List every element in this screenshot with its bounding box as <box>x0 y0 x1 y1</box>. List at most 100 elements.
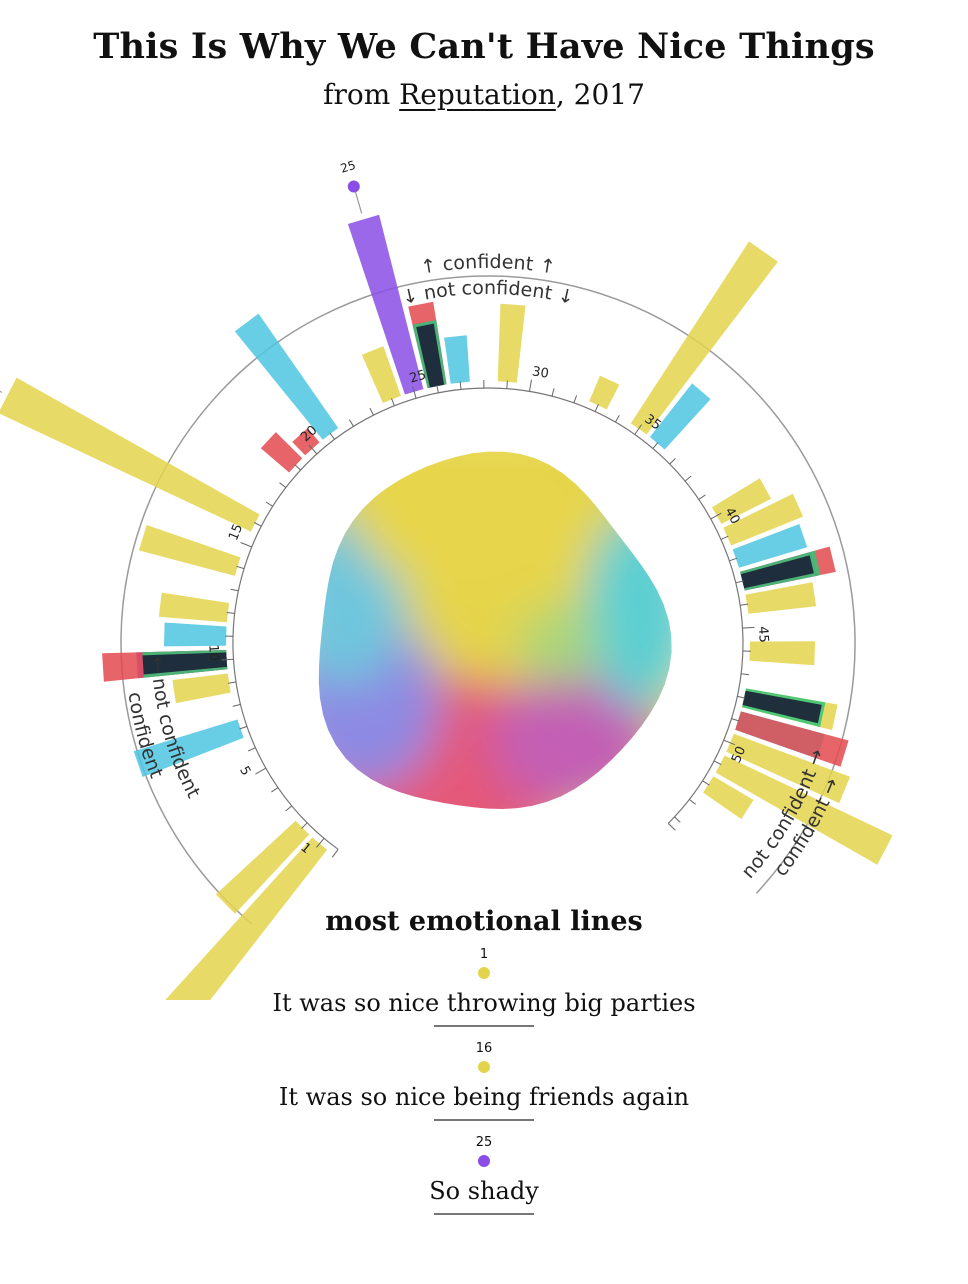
emotion-bar[interactable] <box>0 377 260 532</box>
axis-tick <box>221 658 234 661</box>
axis-tick <box>240 542 252 548</box>
emotional-line-item[interactable]: 1 It was so nice throwing big parties <box>0 947 968 1027</box>
tick-label: 40 <box>721 505 742 527</box>
emotion-bar[interactable] <box>715 755 893 865</box>
axis-tick <box>329 432 336 440</box>
line-text: It was so nice throwing big parties <box>272 989 696 1017</box>
tick-label: 10 <box>205 644 221 661</box>
axis-tick <box>713 760 722 766</box>
emotion-bar[interactable] <box>164 622 227 647</box>
axis-tick <box>689 799 697 805</box>
emotion-bar[interactable] <box>630 241 778 435</box>
tick-label: 15 <box>226 522 246 543</box>
axis-tick <box>301 822 308 829</box>
emotion-bar[interactable] <box>142 652 228 675</box>
emotion-bars <box>0 214 893 1000</box>
axis-tick <box>614 414 620 423</box>
emotion-bar[interactable] <box>215 820 310 914</box>
subtitle-prefix: from <box>323 78 400 111</box>
emotional-lines-heading: most emotional lines <box>325 906 643 937</box>
emotion-bar[interactable] <box>703 776 754 820</box>
album-link[interactable]: Reputation <box>399 78 556 111</box>
axis-end-cap <box>331 848 339 858</box>
axis-tick <box>737 695 746 699</box>
emotional-line-item[interactable]: 25 So shady <box>0 1135 968 1215</box>
emotion-bar[interactable] <box>732 524 808 568</box>
line-dot <box>478 1061 490 1073</box>
emotion-bar[interactable] <box>723 493 804 546</box>
axis-tick <box>255 767 267 775</box>
emotion-bar[interactable] <box>234 313 339 440</box>
pin-stem <box>0 390 3 393</box>
axis-tick <box>247 747 256 752</box>
emotion-bar[interactable] <box>146 837 328 1000</box>
emotion-bar[interactable] <box>138 525 241 576</box>
highlight-pins: 11625 <box>0 158 363 393</box>
axis-tick <box>729 557 738 562</box>
pin-dot[interactable] <box>347 180 360 193</box>
chart-subtitle: from Reputation, 2017 <box>0 78 968 111</box>
emotion-bar[interactable] <box>416 323 445 388</box>
line-text: It was so nice being friends again <box>278 1083 690 1111</box>
emotion-bar[interactable] <box>726 733 851 804</box>
axis-tick <box>742 626 755 629</box>
axis-tick <box>228 681 237 684</box>
axis-tick <box>436 384 439 393</box>
pin-label: 25 <box>339 158 358 176</box>
emotion-bar[interactable] <box>260 432 303 473</box>
axis-tick <box>271 787 279 793</box>
emotion-bar[interactable] <box>444 335 470 384</box>
emotion-bar[interactable] <box>745 582 817 614</box>
emotion-bar[interactable] <box>133 719 244 778</box>
axis-tick <box>308 444 318 455</box>
axis-tick <box>573 395 578 404</box>
line-divider <box>434 1119 534 1121</box>
emotional-line-item[interactable]: 16 It was so nice being friends again <box>0 1041 968 1121</box>
line-dot <box>478 967 490 979</box>
axis-tick <box>740 603 749 606</box>
line-number: 25 <box>475 1135 493 1150</box>
emotion-blob <box>318 451 672 809</box>
axis-tick <box>391 398 395 406</box>
axis-tick <box>551 388 555 397</box>
emotion-bar[interactable] <box>347 214 424 395</box>
axis-tick <box>239 725 248 730</box>
axis-tick <box>348 419 354 427</box>
axis-tick <box>226 612 235 614</box>
confidence-ring <box>120 275 856 925</box>
emotion-bar[interactable] <box>172 673 231 704</box>
line-text: So shady <box>429 1177 539 1205</box>
emotion-bar[interactable] <box>158 592 230 623</box>
emotion-bar[interactable] <box>712 478 772 524</box>
axis-tick <box>236 565 245 570</box>
emotion-bar[interactable] <box>735 711 849 767</box>
emotion-bar[interactable] <box>649 383 711 450</box>
emotion-bar[interactable] <box>740 555 814 589</box>
tick-label: 25 <box>408 368 428 387</box>
axis-tick <box>253 522 262 527</box>
emotion-bar[interactable] <box>749 641 816 666</box>
axis-tick <box>285 805 293 812</box>
axis-tick <box>735 580 744 584</box>
emotion-bar[interactable] <box>361 346 401 403</box>
axis-tick <box>279 482 287 488</box>
axis-tick <box>741 673 750 676</box>
emotion-bar[interactable] <box>742 690 822 724</box>
axis-tick <box>230 588 239 592</box>
axis-circles <box>120 275 856 925</box>
emotion-bar[interactable] <box>497 303 526 383</box>
line-number: 1 <box>479 947 489 962</box>
tick-label: 50 <box>729 744 749 765</box>
axis-tick <box>723 739 736 746</box>
axis-tick <box>459 381 462 390</box>
axis-tick <box>412 386 417 399</box>
axis-tick <box>720 535 729 540</box>
emotion-bar[interactable] <box>589 375 620 410</box>
axis-tick <box>232 703 241 707</box>
axis-tick <box>634 424 643 435</box>
axis-end-cap <box>667 822 676 831</box>
axis-tick <box>698 494 706 500</box>
axis-tick <box>529 379 532 392</box>
axis-tick <box>369 407 374 416</box>
